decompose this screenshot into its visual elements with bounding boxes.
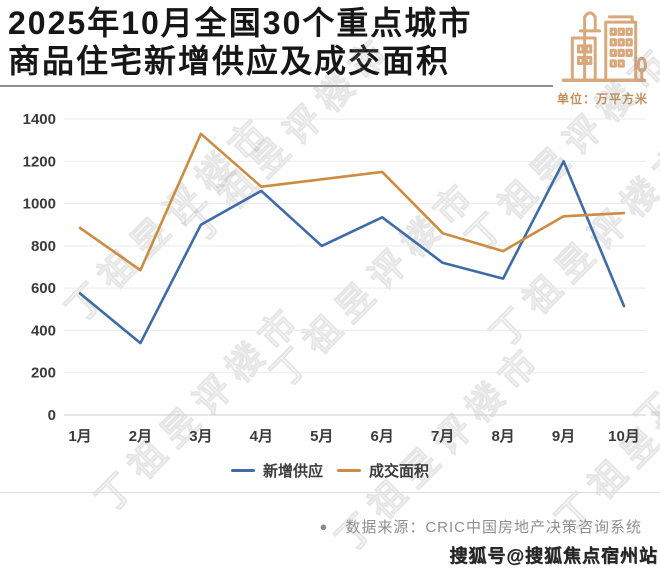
y-tick-600: 600	[31, 280, 56, 297]
page-title-line2: 商品住宅新增供应及成交面积	[8, 43, 451, 79]
x-tick-4: 4月	[250, 428, 273, 445]
bullet-icon: ●	[319, 519, 328, 534]
x-tick-8: 8月	[491, 428, 514, 445]
page-title-line1: 2025年10月全国30个重点城市	[8, 5, 473, 41]
line-chart: 0 200 400 600 800 1000 1200 1400 1月 2月 3月 4月 5月 6月 7月 8…	[23, 111, 646, 445]
x-tick-7: 7月	[431, 428, 454, 445]
transaction-legend-label: 成交面积	[369, 463, 430, 480]
supply-legend-label: 新增供应	[262, 463, 323, 480]
y-tick-0: 0	[48, 407, 56, 424]
x-tick-6: 6月	[371, 428, 394, 445]
supply-legend-swatch	[230, 469, 255, 472]
y-tick-800: 800	[31, 238, 56, 255]
page-title: 2025年10月全国30个重点城市 商品住宅新增供应及成交面积	[8, 4, 560, 80]
x-tick-2: 2月	[129, 428, 152, 445]
x-tick-1: 1月	[68, 428, 91, 445]
footer-divider	[0, 492, 660, 493]
title-divider	[0, 85, 553, 87]
data-source-row: ● 数据来源：CRIC中国房地产决策咨询系统	[319, 516, 642, 537]
y-tick-400: 400	[31, 322, 56, 339]
supply-line	[78, 159, 626, 345]
y-tick-200: 200	[31, 365, 56, 382]
data-source-text: 数据来源：CRIC中国房地产决策咨询系统	[345, 519, 642, 536]
legend-item-supply: 新增供应	[230, 460, 323, 481]
x-tick-10: 10月	[608, 428, 640, 445]
legend-item-transaction: 成交面积	[337, 460, 429, 481]
y-tick-1000: 1000	[23, 196, 56, 213]
transaction-legend-swatch	[337, 469, 361, 472]
y-tick-1400: 1400	[23, 111, 56, 128]
city-buildings-icon	[561, 11, 647, 82]
sohu-account-stamp: 搜狐号@搜狐焦点宿州站	[449, 546, 658, 566]
y-tick-1200: 1200	[23, 153, 56, 170]
x-tick-5: 5月	[310, 428, 333, 445]
x-tick-9: 9月	[552, 428, 575, 445]
x-tick-3: 3月	[189, 428, 212, 445]
chart-legend: 新增供应 成交面积	[0, 460, 660, 481]
transaction-line	[78, 132, 626, 272]
unit-label: 单位：万平方米	[556, 92, 648, 106]
